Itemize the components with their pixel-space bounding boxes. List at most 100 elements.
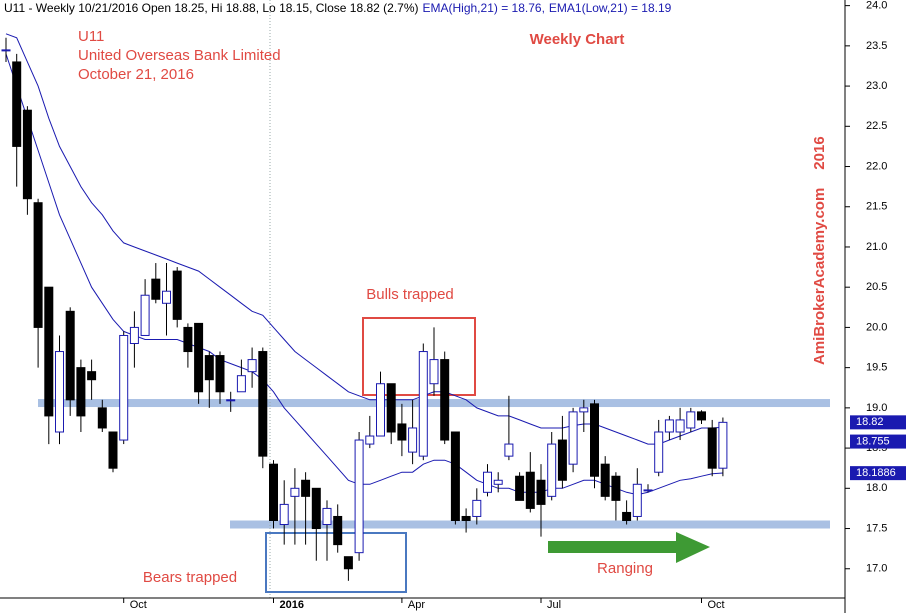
y-tick-label: 23.5 [866,40,887,52]
candle-body [129,326,139,345]
candle-body [1,49,11,52]
site-label: AmiBrokerAcademy.com 2016 [811,136,828,365]
candle-body [44,286,54,417]
candle-body [568,411,578,465]
price-tag [850,434,906,449]
candle-body [643,489,653,492]
candle-body [654,431,664,473]
candle-body [493,479,503,485]
candle-body [579,407,589,413]
candle-body [365,435,375,445]
date: October 21, 2016 [78,66,194,83]
candle-body [204,355,214,381]
y-tick-label: 17.5 [866,522,887,534]
candle-body [429,359,439,385]
candle-body [247,359,257,373]
candle-body [226,399,236,402]
candle-body [697,411,706,421]
candle-body [12,61,22,147]
candle-body [525,471,535,509]
candle-body [450,431,460,521]
candle-body [397,423,407,441]
ranging-arrow [548,532,710,563]
x-tick-label: Apr [408,599,425,611]
candle-body [194,322,204,393]
y-tick-label: 23.0 [866,80,887,92]
candle-body [611,475,621,501]
candle-body [215,355,225,393]
candle-body [472,499,482,517]
candle-body [33,202,43,328]
candle-body [386,383,396,433]
header-ema-high: EMA(High,21) = 18.76, [423,1,545,15]
candle-body [354,439,364,554]
y-tick-label: 18.0 [866,482,887,494]
candle-body [590,403,599,477]
candle-body [87,371,97,381]
candle-body [140,294,150,336]
candle-body [440,359,450,441]
bulls-label: Bulls trapped [366,286,454,303]
x-tick-label: 2016 [280,599,304,611]
y-tick-label: 22.5 [866,120,887,132]
candle-body [333,515,343,546]
price-tag [850,415,906,430]
x-tick-label: Jul [547,599,561,611]
candle-body [119,334,129,441]
candle-body [632,483,642,517]
candle-body [675,419,685,433]
candle-body [22,109,32,200]
site-year: 2016 [811,136,828,169]
candle-body [151,278,161,300]
candle-body [483,471,492,493]
arrow-shaft [548,541,678,553]
company: United Overseas Bank Limited [78,47,281,64]
x-tick-label: Oct [130,599,147,611]
symbol: U11 [78,28,104,45]
candle-body [718,421,728,469]
candle-body [65,310,75,401]
candle-body [290,487,300,497]
header-ema-low: EMA1(Low,21) = 18.19 [549,1,672,15]
candle-body [557,439,567,481]
candle-body [55,351,64,433]
y-tick-label: 17.0 [866,563,887,575]
candle-body [707,427,717,469]
arrow-head [676,532,710,563]
candle-body [504,443,514,457]
price-tag-label: 18.1886 [856,467,896,479]
site: AmiBrokerAcademy.com [811,188,828,365]
y-tick-label: 22.0 [866,160,887,172]
y-tick-label: 20.0 [866,321,887,333]
candle-body [279,503,289,526]
candle-body [418,351,428,457]
candle-body [162,290,171,304]
level-band [230,520,830,529]
y-tick-label: 19.5 [866,362,887,374]
header-ohlc: U11 - Weekly 10/21/2016 Open 18.25, Hi 1… [4,1,672,15]
candle-body [236,375,246,393]
x-tick-label: Oct [708,599,725,611]
candle-body [461,515,471,521]
candle-body [76,367,86,417]
candle-body [108,431,118,469]
candle-body [172,270,182,320]
candle-body [600,463,610,497]
price-tag [850,466,906,481]
candle-body [311,487,321,530]
price-tag-label: 18.755 [856,435,890,447]
candle-body [686,411,696,429]
candle-body [258,351,268,457]
level-band [38,399,830,408]
candle-body [343,556,353,570]
candle-body [536,479,546,505]
bears-label: Bears trapped [143,569,237,586]
header-text: U11 - Weekly 10/21/2016 Open 18.25, Hi 1… [4,1,419,15]
ranging-label: Ranging [597,560,653,577]
y-tick-label: 19.0 [866,402,887,414]
candle-body [664,419,674,433]
y-tick-label: 24.0 [866,0,887,12]
ema-line [5,33,723,445]
candle-body [408,427,418,453]
